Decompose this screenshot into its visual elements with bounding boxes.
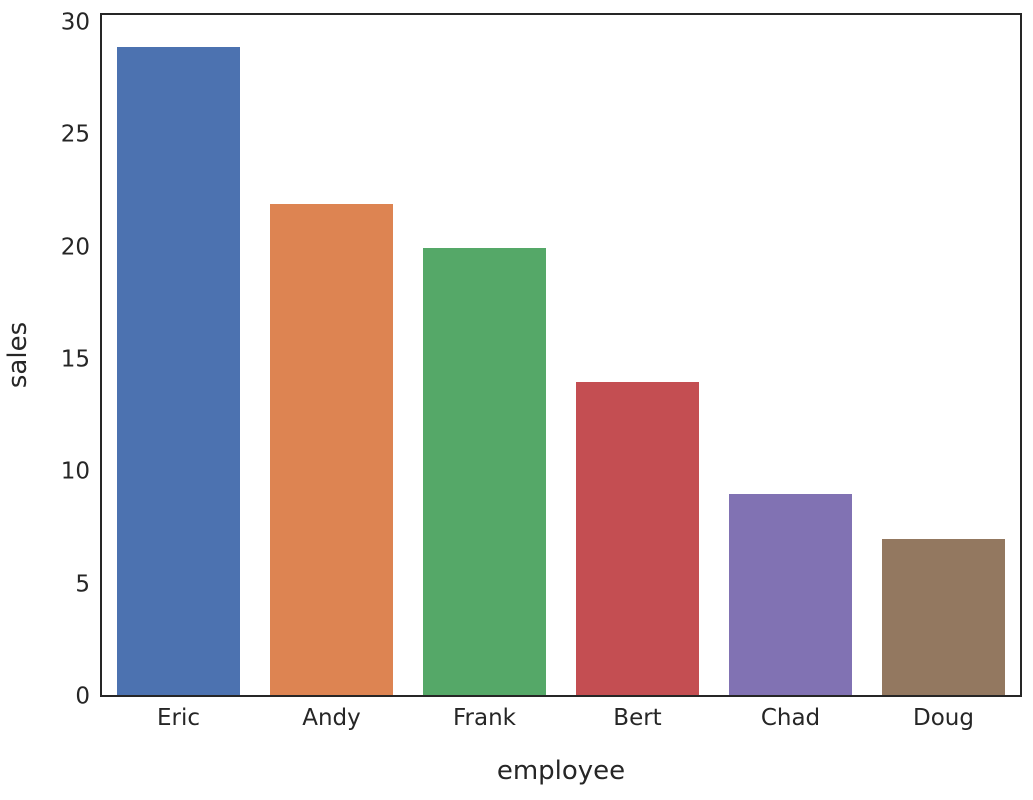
y-tick-label-10: 10 bbox=[60, 458, 90, 485]
y-tick-label-5: 5 bbox=[75, 571, 90, 598]
bar-frank bbox=[423, 248, 546, 695]
y-axis-label: sales bbox=[3, 321, 34, 389]
bar-bert bbox=[576, 382, 699, 695]
bar-chad bbox=[729, 494, 852, 695]
x-tick-label-chad: Chad bbox=[760, 705, 821, 731]
y-tick-label-25: 25 bbox=[60, 121, 90, 148]
y-tick-label-30: 30 bbox=[60, 9, 90, 36]
y-tick-label-20: 20 bbox=[60, 234, 90, 261]
bar-eric bbox=[117, 47, 240, 695]
x-tick-label-andy: Andy bbox=[302, 705, 361, 731]
y-tick-label-15: 15 bbox=[60, 346, 90, 373]
bar-doug bbox=[882, 538, 1005, 695]
x-tick-label-frank: Frank bbox=[452, 705, 517, 731]
x-axis-label: employee bbox=[496, 756, 626, 786]
x-tick-label-eric: Eric bbox=[156, 705, 201, 731]
bar-andy bbox=[270, 203, 393, 695]
x-tick-label-bert: Bert bbox=[613, 705, 662, 731]
y-tick-label-0: 0 bbox=[75, 683, 90, 710]
x-tick-label-doug: Doug bbox=[913, 705, 974, 731]
x-axis-tick-labels: Eric Andy Frank Bert Chad Doug bbox=[102, 705, 1020, 739]
plot-area bbox=[100, 13, 1022, 697]
y-axis-tick-labels: 0 5 10 15 20 25 30 bbox=[0, 9, 90, 708]
